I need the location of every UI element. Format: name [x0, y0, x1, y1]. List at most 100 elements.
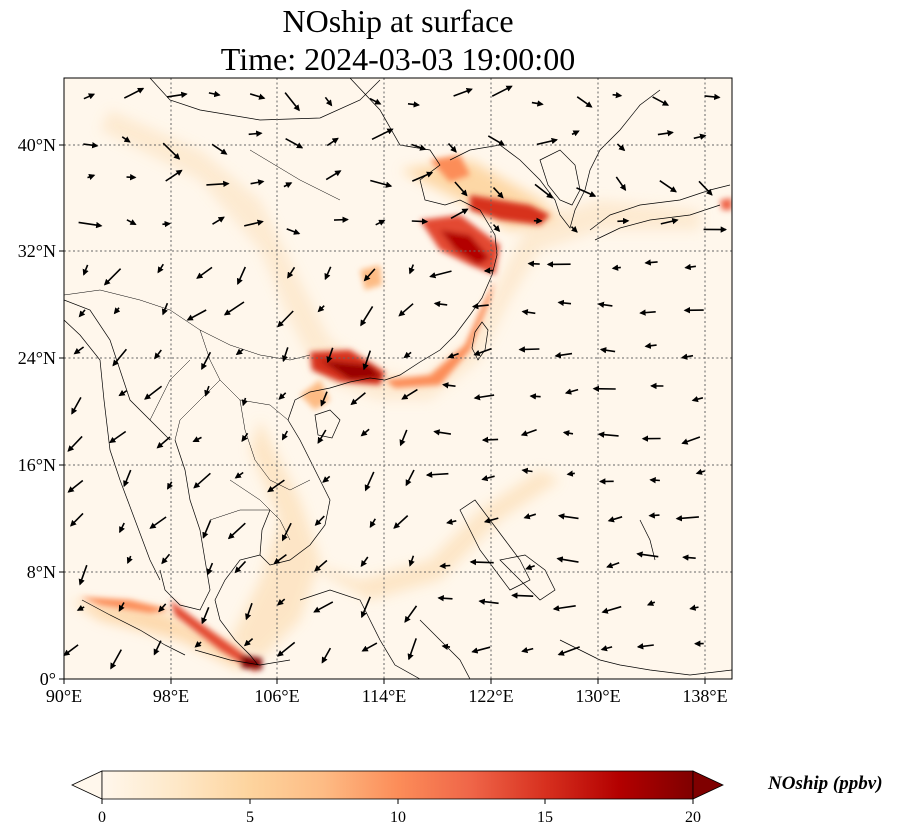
wind-arrow [71, 397, 82, 415]
wind-arrow [194, 641, 202, 648]
wind-arrow [277, 310, 294, 328]
colorbar-tick-label: 15 [537, 809, 553, 826]
wind-arrow [562, 430, 574, 437]
wind-arrow [403, 351, 412, 359]
wind-arrow [536, 137, 558, 146]
colorbar-extend-low [71, 770, 103, 800]
wind-arrow [283, 182, 293, 189]
wind-arrow [161, 553, 171, 565]
wind-arrow [326, 347, 334, 364]
wind-arrow [227, 522, 246, 540]
wind-arrow [566, 470, 575, 477]
wind-arrow [689, 604, 699, 611]
wind-arrow [206, 562, 214, 576]
wind-arrow [123, 469, 132, 488]
wind-arrow [657, 129, 674, 137]
wind-arrow [615, 176, 627, 191]
wind-arrow [119, 522, 125, 534]
wind-arrow [154, 349, 162, 360]
wind-arrow [411, 143, 427, 151]
wind-arrow [521, 646, 534, 654]
colorbar-gradient [101, 770, 694, 800]
wind-arrow [281, 430, 288, 441]
wind-arrow [167, 481, 174, 490]
wind-arrow [564, 388, 579, 395]
wind-arrow [644, 259, 658, 266]
wind-arrow [162, 142, 181, 160]
wind-arrow [407, 101, 420, 108]
wind-arrow [571, 130, 580, 137]
wind-arrow [576, 187, 597, 197]
wind-arrow [695, 468, 705, 475]
wind-arrow [361, 642, 378, 652]
wind-arrow [693, 133, 707, 140]
wind-arrow [404, 605, 418, 623]
map-time-subtitle: Time: 2024-03-03 19:00:00 [220, 41, 576, 77]
wind-arrow [166, 91, 188, 99]
colorbar-tick-label: 20 [685, 809, 701, 826]
wind-arrow [243, 638, 254, 647]
wind-arrow [144, 385, 163, 400]
wind-arrow [371, 128, 394, 141]
wind-arrow [162, 220, 171, 228]
wind-arrow [492, 187, 504, 199]
wind-arrow [606, 561, 620, 569]
wind-arrow [326, 137, 339, 147]
wind-arrow [534, 183, 554, 199]
wind-arrow [314, 515, 325, 526]
wind-arrow [471, 646, 491, 654]
wind-arrow [483, 267, 494, 274]
wind-arrow [611, 264, 621, 271]
wind-arrow [223, 301, 245, 316]
wind-arrow [675, 515, 699, 522]
wind-arrow [369, 518, 376, 528]
wind-arrow [324, 266, 332, 281]
wind-arrow [363, 268, 376, 282]
wind-arrow [682, 554, 696, 561]
lat-tick-label: 32°N [18, 241, 56, 261]
wind-arrow [660, 218, 679, 225]
wind-arrow [212, 216, 225, 225]
wind-arrow [109, 430, 127, 444]
wind-arrow [607, 516, 623, 523]
wind-arrow [126, 219, 137, 226]
wind-arrow [576, 96, 593, 108]
wind-arrow [241, 432, 249, 442]
map-title: NOship at surface [282, 3, 514, 39]
wind-arrow [73, 346, 85, 355]
wind-arrow [193, 472, 211, 489]
lon-tick-label: 130°E [575, 686, 620, 706]
map-frame [63, 77, 733, 680]
wind-arrow [158, 603, 167, 613]
wind-arrow [273, 553, 287, 565]
colorbar-tick-label: 5 [246, 809, 254, 826]
wind-arrow [313, 601, 334, 613]
wind-arrow [250, 179, 265, 186]
wind-arrow [425, 471, 449, 478]
wind-arrow [314, 559, 328, 572]
wind-arrow [446, 518, 457, 525]
wind-arrow [211, 143, 228, 155]
wind-arrow [87, 173, 96, 181]
wind-arrow [76, 604, 85, 611]
wind-arrow [208, 90, 221, 98]
wind-arrow [369, 97, 382, 105]
wind-arrow [523, 513, 537, 520]
wind-arrow [659, 180, 677, 193]
wind-arrow [612, 91, 623, 99]
wind-arrow [245, 602, 253, 621]
wind-arrow [556, 556, 579, 563]
wind-arrow [557, 513, 579, 520]
wind-arrow [617, 217, 630, 225]
wind-arrow [244, 219, 264, 227]
wind-arrow [110, 649, 123, 670]
wind-arrow [118, 389, 128, 397]
wind-arrow [112, 348, 128, 367]
wind-arrow [681, 436, 701, 445]
wind-arrow [601, 605, 622, 614]
wind-arrow [249, 93, 266, 100]
wind-arrow [616, 143, 626, 152]
wind-arrow [393, 515, 409, 529]
wind-arrow [83, 142, 99, 149]
wind-arrow [248, 130, 263, 137]
